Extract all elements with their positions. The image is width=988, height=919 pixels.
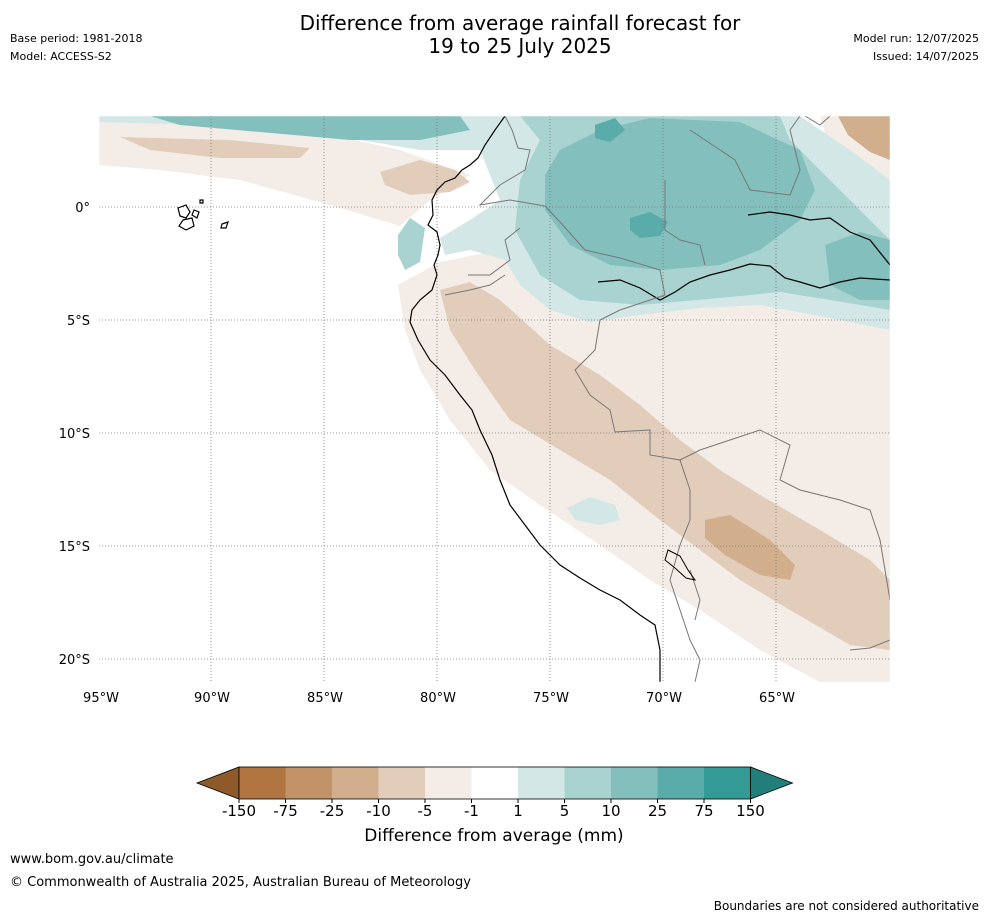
colorbar-boxes <box>195 766 794 800</box>
lat-label: 15°S <box>59 540 90 555</box>
colorbar-tick-label: -75 <box>273 802 298 820</box>
colorbar-box <box>704 767 751 799</box>
issued-date: Issued: 14/07/2025 <box>872 50 979 63</box>
lat-axis-labels: 0° 5°S 10°S 15°S 20°S <box>59 201 90 668</box>
footer-url: www.bom.gov.au/climate <box>10 852 174 867</box>
colorbar-box <box>471 767 518 799</box>
colorbar-box <box>425 767 472 799</box>
title-line-2: 19 to 25 July 2025 <box>428 34 612 58</box>
region-dry-5 <box>120 137 310 158</box>
base-period: Base period: 1981-2018 <box>10 32 143 45</box>
colorbar-box <box>657 767 704 799</box>
meta-left: Base period: 1981-2018 Model: ACCESS-S2 <box>10 30 142 66</box>
country-borders <box>444 116 890 682</box>
boundaries <box>177 116 890 682</box>
colorbar-frame <box>238 766 751 800</box>
colorbar-box <box>518 767 565 799</box>
colorbar-low-extend <box>195 766 240 800</box>
colorbar-tick-label: 1 <box>513 802 523 820</box>
colorbar-label: Difference from average (mm) <box>364 826 624 846</box>
region-wet-7 <box>595 118 625 142</box>
colorbar-box <box>239 767 286 799</box>
region-wet-4 <box>545 118 815 270</box>
colorbar-tick-label: 25 <box>648 802 667 820</box>
lon-label: 80°W <box>420 691 456 706</box>
lon-label: 90°W <box>194 691 230 706</box>
lat-label: 20°S <box>59 653 90 668</box>
colorbar-tick-label: -25 <box>320 802 345 820</box>
lat-label: 5°S <box>67 314 90 329</box>
region-dry-8 <box>838 116 890 160</box>
footer-note: Boundaries are not considered authoritat… <box>713 899 979 913</box>
lon-label: 70°W <box>646 691 682 706</box>
model-name: Model: ACCESS-S2 <box>10 50 112 63</box>
lake-titicaca <box>664 549 697 581</box>
region-wet-8 <box>398 218 425 270</box>
colorbar-tick-label: 5 <box>560 802 570 820</box>
coastline <box>409 116 661 682</box>
region-wet-3 <box>150 116 470 140</box>
region-wet-6 <box>630 212 668 238</box>
colorbar-box <box>285 767 332 799</box>
colorbar-tick-label: -10 <box>366 802 391 820</box>
amazon-river <box>597 263 890 301</box>
colorbar-box <box>332 767 379 799</box>
lat-label: 0° <box>75 201 90 216</box>
colorbar-high-extend <box>750 766 794 800</box>
colorbar-tick-label: -150 <box>222 802 256 820</box>
model-run: Model run: 12/07/2025 <box>853 32 979 45</box>
colorbar-tick-label: -1 <box>464 802 479 820</box>
colorbar-tick-label: 10 <box>601 802 620 820</box>
colorbar-tick-label: 150 <box>736 802 765 820</box>
region-dry-3 <box>705 515 795 580</box>
galapagos-islands <box>177 199 229 231</box>
colorbar-tick-label: 75 <box>694 802 713 820</box>
lon-label: 85°W <box>307 691 343 706</box>
map-frame <box>98 115 891 683</box>
page-title: Difference from average rainfall forecas… <box>0 12 988 58</box>
lon-label: 95°W <box>83 691 119 706</box>
lat-label: 10°S <box>59 427 90 442</box>
colorbar-box <box>611 767 658 799</box>
northern-river <box>747 211 890 266</box>
colorbar-ticks: -150 -75 -25 -10 -5 -1 1 5 10 25 75 150 <box>222 799 765 820</box>
meta-right: Model run: 12/07/2025 Issued: 14/07/2025 <box>853 30 979 66</box>
colorbar-tick-label: -5 <box>418 802 433 820</box>
region-wet-5 <box>825 232 890 300</box>
lon-axis-labels: 95°W 90°W 85°W 80°W 75°W 70°W 65°W <box>83 691 795 706</box>
graticule <box>99 116 890 682</box>
footer-copyright: © Commonwealth of Australia 2025, Austra… <box>10 875 471 890</box>
title-line-1: Difference from average rainfall forecas… <box>299 11 741 35</box>
colorbar-box <box>378 767 425 799</box>
lon-label: 75°W <box>533 691 569 706</box>
region-wet-9 <box>567 497 620 525</box>
anomaly-fields <box>99 116 890 682</box>
colorbar-box <box>564 767 611 799</box>
region-dry-6 <box>380 160 470 195</box>
lon-label: 65°W <box>759 691 795 706</box>
